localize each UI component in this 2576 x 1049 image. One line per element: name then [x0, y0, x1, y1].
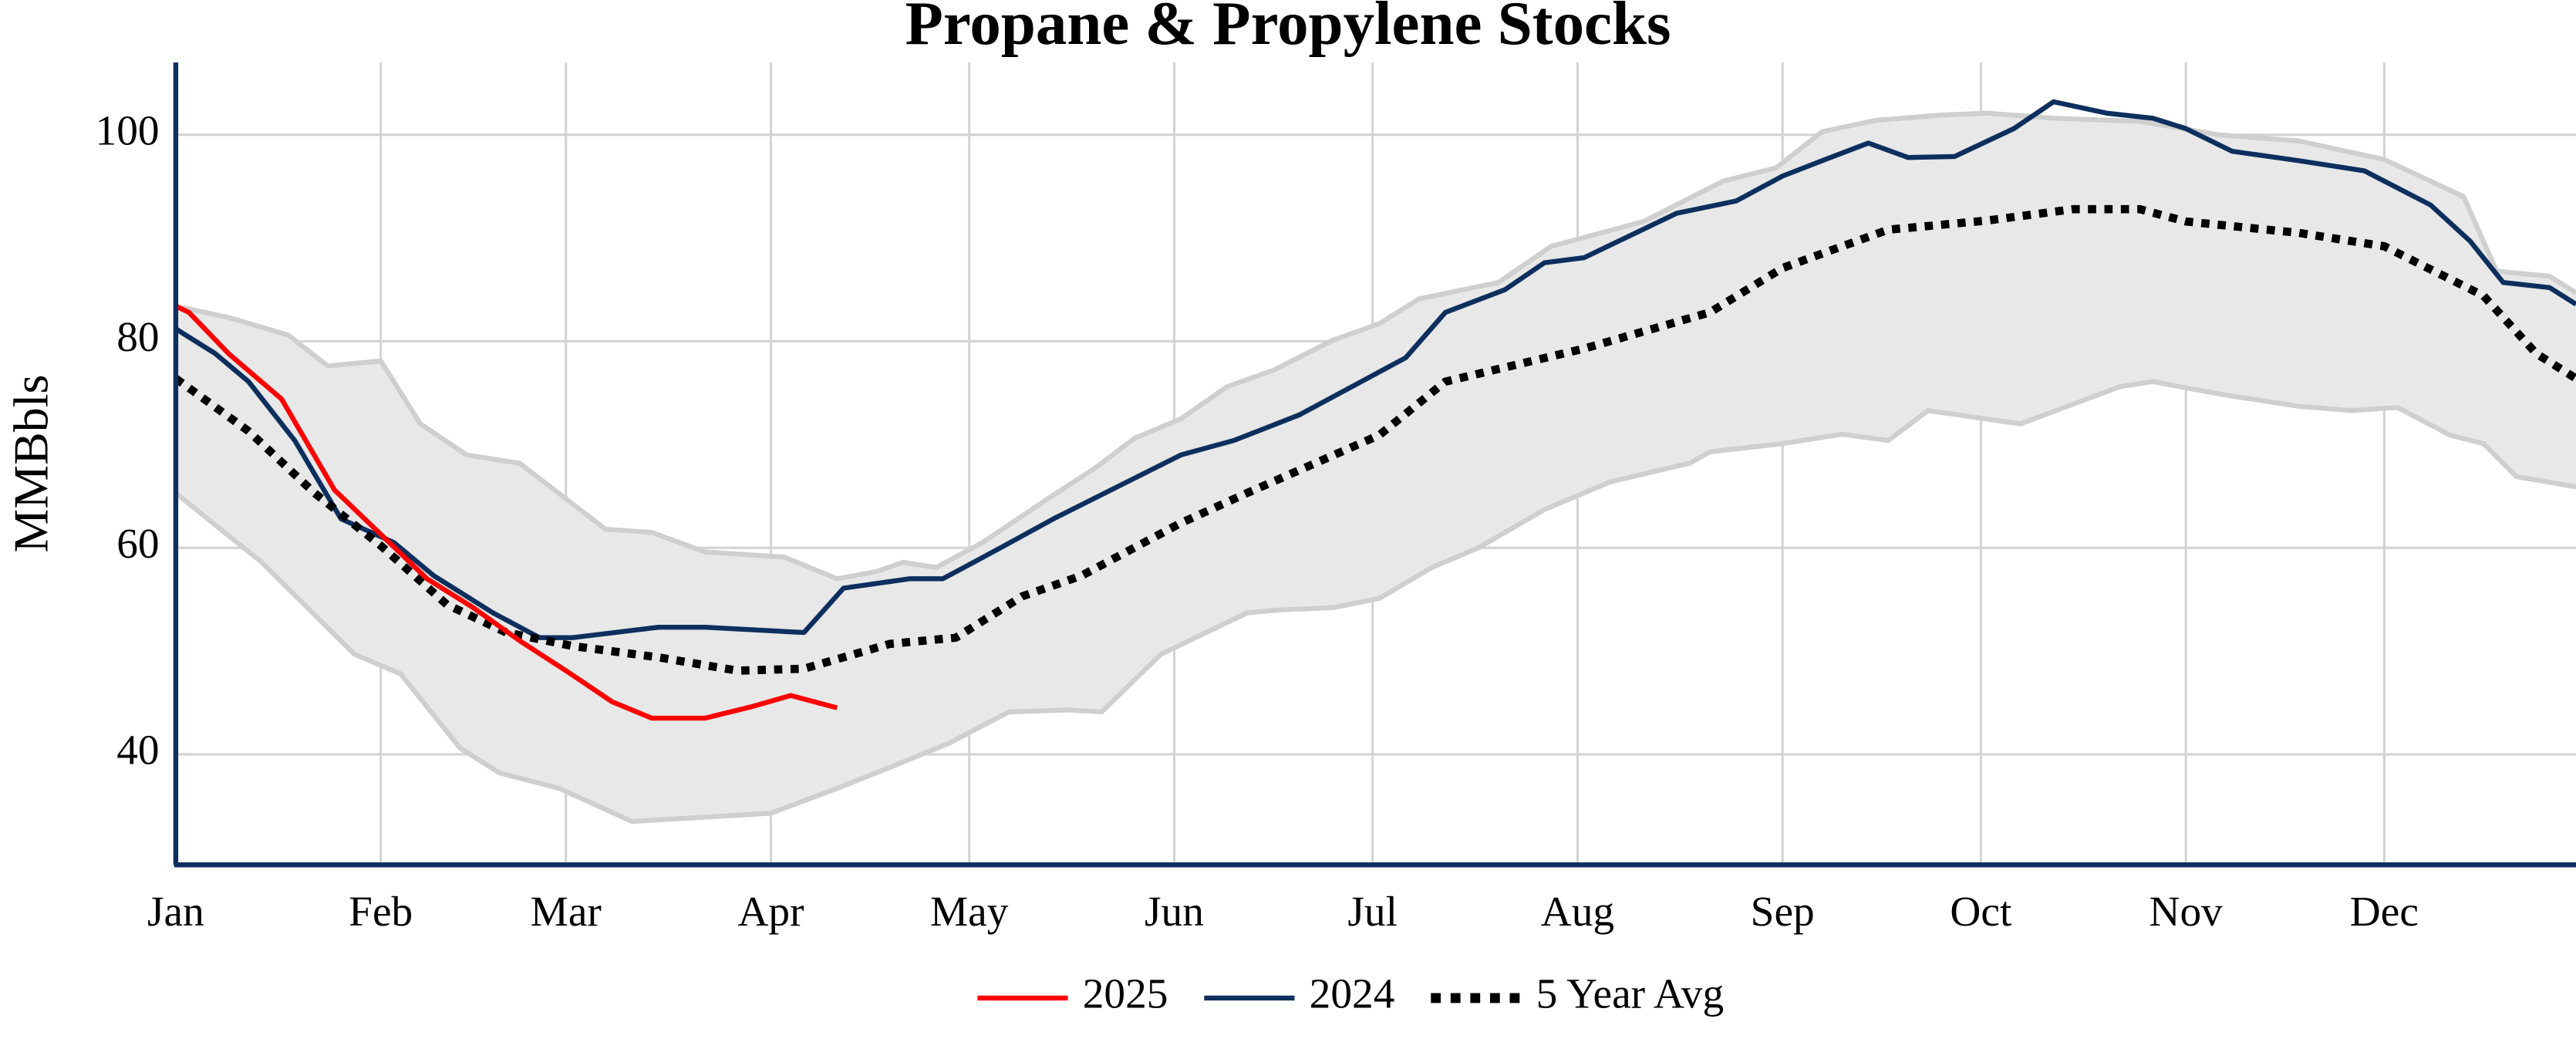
chart-title: Propane & Propylene Stocks — [905, 0, 1671, 58]
x-tick-label: Mar — [531, 888, 602, 935]
x-tick-label: Dec — [2350, 888, 2419, 935]
y-tick-label: 80 — [116, 313, 159, 360]
x-tick-label: Nov — [2149, 888, 2223, 935]
plot-area — [175, 99, 2576, 825]
series-line — [175, 99, 2576, 640]
range-edge — [175, 379, 2576, 825]
y-tick-label: 100 — [96, 106, 160, 153]
legend-label: 2024 — [1310, 970, 1395, 1017]
x-tick-label: Aug — [1541, 888, 1614, 935]
x-tick-label: Apr — [737, 888, 804, 935]
x-tick-label: Jul — [1347, 888, 1398, 935]
range-band — [175, 113, 2576, 821]
x-tick-label: Feb — [349, 888, 413, 935]
axes — [173, 62, 2576, 868]
series-line — [175, 204, 2576, 675]
x-tick-label: May — [930, 888, 1009, 935]
series-line — [175, 304, 838, 721]
legend: 2025 2024 5 Year Avg — [977, 970, 1724, 1017]
x-tick-label: Jun — [1145, 888, 1204, 935]
y-tick-label: 40 — [116, 727, 159, 774]
y-axis-label: MMBbls — [4, 375, 59, 553]
x-tick-label: Oct — [1950, 888, 2012, 935]
y-tick-label: 60 — [116, 520, 159, 567]
x-tick-label: Sep — [1751, 888, 1815, 935]
x-tick-label: Jan — [147, 888, 204, 935]
range-edge — [175, 110, 2576, 582]
legend-label: 2025 — [1083, 970, 1168, 1017]
legend-label: 5 Year Avg — [1536, 970, 1725, 1017]
